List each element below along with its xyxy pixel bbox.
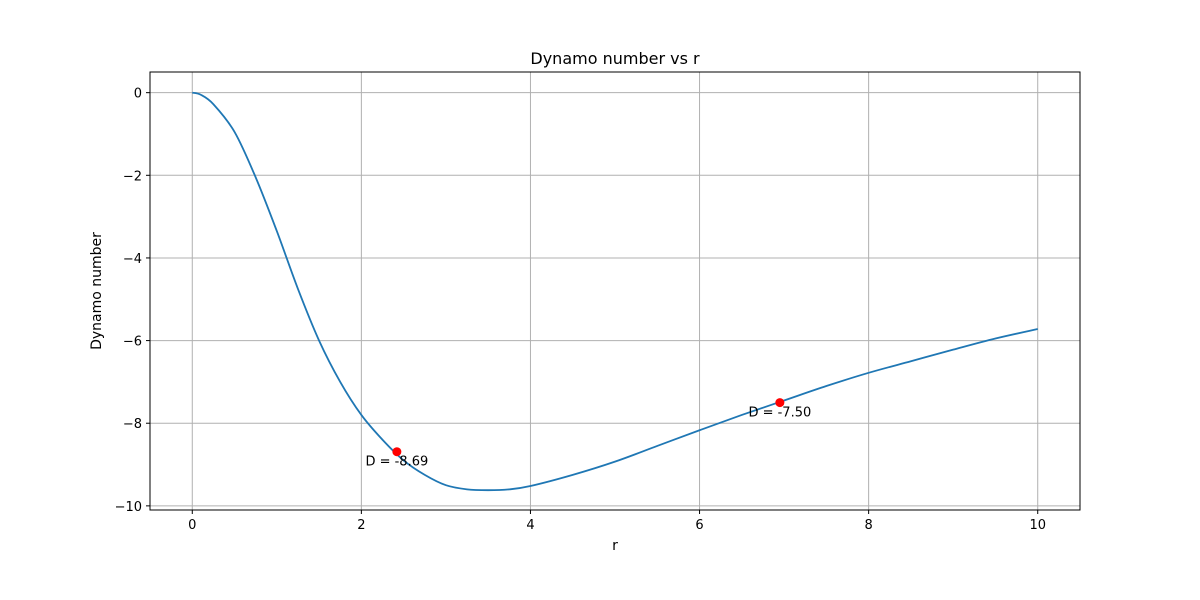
- y-axis: 0 −2 −4 −6 −8 −10: [115, 87, 150, 515]
- y-axis-label: Dynamo number: [89, 232, 105, 350]
- x-tick-label: 10: [1029, 518, 1046, 533]
- grid: [150, 72, 1080, 510]
- series-layer: [192, 91, 1038, 492]
- x-tick-label: 2: [357, 518, 365, 533]
- y-tick-label: −6: [123, 335, 142, 350]
- x-tick-label: 6: [695, 518, 703, 533]
- series-line: [192, 91, 1038, 492]
- point-annotation: D = -7.50: [748, 406, 811, 421]
- plot-frame: [149, 71, 1081, 511]
- x-tick-label: 4: [526, 518, 534, 533]
- y-tick-label: −4: [123, 252, 142, 267]
- y-tick-label: −2: [123, 169, 142, 184]
- x-tick-label: 8: [864, 518, 872, 533]
- x-axis-label: r: [612, 538, 618, 554]
- y-tick-label: −10: [115, 500, 142, 515]
- x-axis: 0 2 4 6 8 10: [188, 510, 1046, 533]
- highlight-point: [775, 398, 785, 408]
- point-annotation: D = -8.69: [365, 455, 428, 470]
- y-tick-label: 0: [134, 87, 142, 102]
- y-tick-label: −8: [123, 417, 142, 432]
- marker-layer: D = -8.69 D = -7.50: [365, 398, 811, 470]
- highlight-point: [392, 447, 402, 457]
- x-tick-label: 0: [188, 518, 196, 533]
- chart-title: Dynamo number vs r: [530, 49, 700, 68]
